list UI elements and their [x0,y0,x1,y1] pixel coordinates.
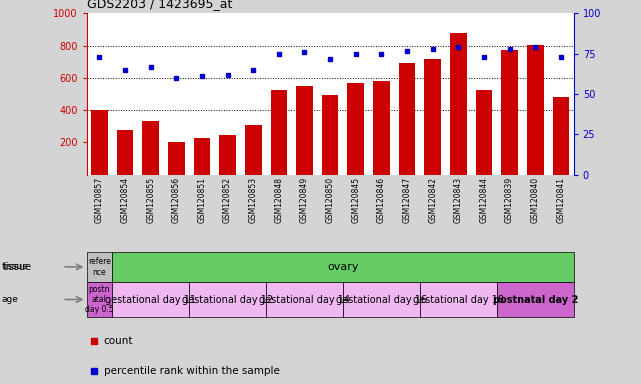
Bar [501,50,518,175]
Bar [450,33,467,175]
Text: GSM120840: GSM120840 [531,177,540,223]
Text: refere
nce: refere nce [88,257,111,276]
Text: gestational day 12: gestational day 12 [182,295,273,305]
Text: GSM120856: GSM120856 [172,177,181,223]
Bar [189,282,266,317]
Text: count: count [104,336,133,346]
Bar [168,142,185,175]
Bar [399,63,415,175]
Text: gestational day 18: gestational day 18 [413,295,504,305]
Bar [347,83,364,175]
Text: gestational day 16: gestational day 16 [336,295,427,305]
Bar [271,90,287,175]
Text: GSM120845: GSM120845 [351,177,360,223]
Bar [245,125,262,175]
Text: GSM120841: GSM120841 [556,177,565,223]
Bar [420,282,497,317]
Text: GSM120847: GSM120847 [403,177,412,223]
Text: GSM120857: GSM120857 [95,177,104,223]
Bar [373,81,390,175]
Bar [497,282,574,317]
Text: gestational day 14: gestational day 14 [259,295,350,305]
Text: GSM120851: GSM120851 [197,177,206,223]
Text: GSM120854: GSM120854 [121,177,129,223]
Text: postnatal day 2: postnatal day 2 [492,295,578,305]
Bar [87,252,112,282]
Text: GSM120839: GSM120839 [505,177,514,223]
Text: GSM120853: GSM120853 [249,177,258,223]
Text: GSM120843: GSM120843 [454,177,463,223]
Bar [553,97,569,175]
Bar [112,282,189,317]
Bar [219,135,236,175]
Bar [296,86,313,175]
Bar [194,137,210,175]
Bar [266,282,343,317]
Text: postn
atal
day 0.5: postn atal day 0.5 [85,285,113,314]
Bar [322,95,338,175]
Bar [476,90,492,175]
Text: GSM120852: GSM120852 [223,177,232,223]
Text: GSM120850: GSM120850 [326,177,335,223]
Text: GSM120842: GSM120842 [428,177,437,223]
Text: GSM120855: GSM120855 [146,177,155,223]
Bar [343,282,420,317]
Text: age: age [2,295,19,304]
Text: tissue: tissue [3,262,32,272]
Text: gestational day 11: gestational day 11 [105,295,196,305]
Text: GSM120848: GSM120848 [274,177,283,223]
Bar [424,59,441,175]
Bar [117,130,133,175]
Text: percentile rank within the sample: percentile rank within the sample [104,366,279,376]
Text: GSM120844: GSM120844 [479,177,488,223]
Bar [87,282,112,317]
Text: GSM120846: GSM120846 [377,177,386,223]
Text: ovary: ovary [327,262,359,272]
Text: tissue: tissue [2,262,29,271]
Bar [91,110,108,175]
Bar [527,45,544,175]
Text: GDS2203 / 1423695_at: GDS2203 / 1423695_at [87,0,232,10]
Bar [142,121,159,175]
Text: GSM120849: GSM120849 [300,177,309,223]
